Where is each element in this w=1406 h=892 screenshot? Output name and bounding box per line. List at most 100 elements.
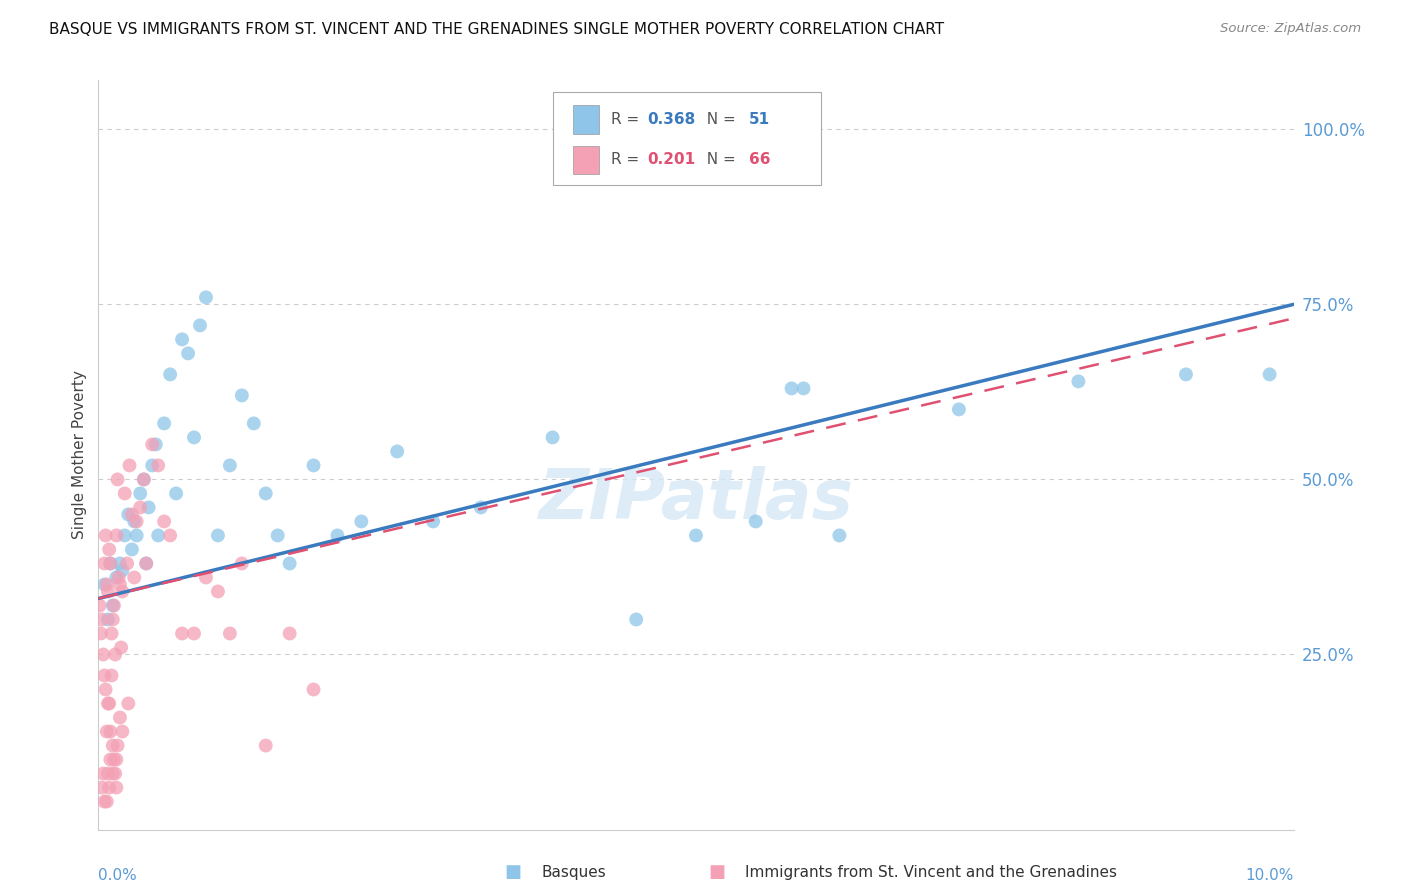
Point: [135, 557, 157, 571]
Point: [470, 500, 492, 515]
Point: [948, 402, 970, 417]
Point: [172, 626, 194, 640]
Point: [98, 724, 122, 739]
Point: [98, 557, 122, 571]
Point: [111, 724, 134, 739]
Point: [110, 640, 132, 655]
Point: [267, 528, 290, 542]
Point: [108, 557, 131, 571]
Point: [183, 626, 205, 640]
Text: Immigrants from St. Vincent and the Grenadines: Immigrants from St. Vincent and the Gren…: [745, 865, 1118, 880]
Text: 0.368: 0.368: [647, 112, 695, 127]
Point: [148, 458, 170, 473]
Point: [107, 472, 129, 486]
Point: [148, 528, 170, 542]
Point: [96, 795, 118, 809]
Point: [183, 430, 205, 444]
Point: [115, 557, 138, 571]
Text: 0.0%: 0.0%: [98, 869, 138, 883]
Text: 10.0%: 10.0%: [1246, 869, 1294, 883]
Point: [231, 388, 253, 402]
Point: [105, 570, 128, 584]
FancyBboxPatch shape: [572, 105, 599, 134]
Text: BASQUE VS IMMIGRANTS FROM ST. VINCENT AND THE GRENADINES SINGLE MOTHER POVERTY C: BASQUE VS IMMIGRANTS FROM ST. VINCENT AN…: [49, 22, 945, 37]
Point: [145, 437, 167, 451]
Point: [108, 577, 131, 591]
Point: [114, 528, 136, 542]
Point: [207, 584, 229, 599]
Point: [97, 697, 120, 711]
Point: [350, 515, 373, 529]
Point: [129, 486, 152, 500]
Point: [780, 381, 803, 395]
Point: [111, 564, 134, 578]
Point: [105, 780, 128, 795]
Point: [828, 528, 851, 542]
Point: [91, 612, 114, 626]
Text: R =: R =: [612, 112, 644, 127]
Point: [138, 500, 160, 515]
Text: 0.201: 0.201: [647, 153, 695, 168]
Point: [111, 584, 134, 599]
Point: [278, 557, 301, 571]
Point: [135, 557, 157, 571]
Point: [188, 318, 211, 333]
Point: [103, 599, 125, 613]
Point: [117, 508, 139, 522]
Point: [90, 626, 112, 640]
Point: [93, 795, 115, 809]
Y-axis label: Single Mother Poverty: Single Mother Poverty: [72, 370, 87, 540]
Point: [91, 648, 114, 662]
Point: [98, 752, 122, 766]
Point: [97, 584, 120, 599]
Text: ZIPatlas: ZIPatlas: [538, 467, 853, 533]
Point: [124, 515, 146, 529]
Point: [96, 724, 118, 739]
Point: [118, 458, 141, 473]
Point: [745, 515, 768, 529]
Point: [101, 739, 124, 753]
Point: [159, 368, 181, 382]
Point: [243, 417, 266, 431]
Point: [104, 648, 127, 662]
Point: [541, 430, 564, 444]
Point: [177, 346, 200, 360]
Point: [165, 486, 187, 500]
Point: [114, 486, 136, 500]
Point: [195, 290, 218, 304]
Point: [219, 458, 242, 473]
Point: [98, 557, 122, 571]
Point: [94, 528, 117, 542]
Text: 51: 51: [748, 112, 769, 127]
Point: [1067, 375, 1090, 389]
Point: [626, 612, 648, 626]
Point: [132, 472, 155, 486]
Point: [103, 752, 125, 766]
Text: N =: N =: [697, 112, 741, 127]
Point: [105, 528, 128, 542]
Point: [422, 515, 444, 529]
Point: [124, 570, 146, 584]
Point: [121, 508, 143, 522]
Point: [101, 599, 124, 613]
Point: [278, 626, 301, 640]
Point: [94, 682, 117, 697]
Point: [104, 766, 127, 780]
Point: [326, 528, 349, 542]
Point: [98, 697, 121, 711]
Text: 66: 66: [748, 153, 770, 168]
Point: [1175, 368, 1198, 382]
Point: [159, 528, 181, 542]
Point: [105, 752, 128, 766]
Point: [108, 710, 131, 724]
Text: R =: R =: [612, 153, 644, 168]
Point: [101, 766, 124, 780]
Text: N =: N =: [697, 153, 741, 168]
Point: [89, 599, 111, 613]
Point: [93, 577, 115, 591]
Point: [98, 780, 121, 795]
FancyBboxPatch shape: [572, 145, 599, 174]
Point: [100, 668, 122, 682]
Text: ■: ■: [709, 863, 725, 881]
Point: [91, 780, 114, 795]
